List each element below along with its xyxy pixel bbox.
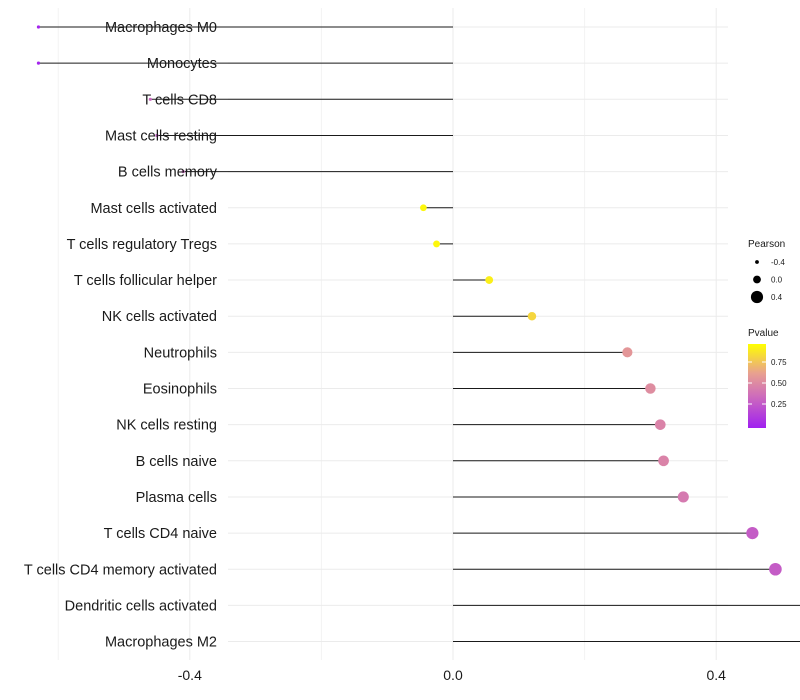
category-label: Mast cells activated bbox=[90, 201, 217, 217]
lollipop-point bbox=[622, 347, 633, 358]
legend-color-label: 0.50 bbox=[771, 379, 787, 388]
category-labels: Macrophages M0 Monocytes T cells CD8 Mast c… bbox=[24, 20, 218, 651]
lollipop-point bbox=[485, 276, 494, 284]
category-label: Neutrophils bbox=[144, 345, 217, 361]
category-label: T cells follicular helper bbox=[74, 273, 217, 289]
lollipop-point bbox=[36, 25, 41, 29]
legend-color-title: Pvalue bbox=[748, 328, 779, 339]
category-label: T cells regulatory Tregs bbox=[67, 237, 217, 253]
category-label: T cells CD8 bbox=[142, 92, 217, 108]
lollipop-point bbox=[433, 240, 441, 248]
legend-size-title: Pearson bbox=[748, 239, 785, 250]
category-label: NK cells resting bbox=[116, 418, 217, 434]
lollipop-sticks bbox=[38, 26, 800, 643]
x-tick-labels: -0.40.00.40.8 bbox=[178, 667, 726, 683]
lollipop-point bbox=[654, 419, 666, 430]
legend-color-ticks: 0.75 0.50 0.25 bbox=[748, 358, 787, 409]
lollipop-point bbox=[527, 311, 537, 321]
legend-size-key bbox=[755, 260, 759, 264]
legend-size-label: 0.0 bbox=[771, 276, 783, 285]
lollipop-point bbox=[155, 133, 159, 138]
category-label: Macrophages M2 bbox=[105, 635, 217, 651]
legend-size-key bbox=[753, 275, 761, 284]
category-label: Monocytes bbox=[147, 56, 217, 72]
category-label: B cells memory bbox=[118, 165, 218, 181]
category-label: Macrophages M0 bbox=[105, 20, 217, 36]
lollipop-point bbox=[181, 170, 185, 174]
category-label: Eosinophils bbox=[143, 382, 217, 398]
lollipop-points bbox=[36, 25, 782, 576]
legend-color-label: 0.25 bbox=[771, 400, 787, 409]
lollipop-point bbox=[148, 97, 152, 101]
x-tick-label: 0.0 bbox=[443, 667, 463, 683]
lollipop-point bbox=[769, 562, 782, 576]
legend-size-label: 0.4 bbox=[771, 293, 783, 302]
lollipop-point bbox=[36, 61, 41, 65]
lollipop-point bbox=[658, 455, 669, 467]
legend: Pearson -0.4 0.0 0.4 Pvalue 0.75 0.50 0.25 bbox=[748, 239, 787, 428]
lollipop-point bbox=[420, 204, 427, 212]
legend-colorbar bbox=[748, 344, 766, 428]
category-label: Plasma cells bbox=[136, 490, 217, 506]
category-label: T cells CD4 naive bbox=[104, 526, 217, 542]
x-tick-label: 0.4 bbox=[706, 667, 726, 683]
legend-size-keys: -0.4 0.0 0.4 bbox=[750, 258, 785, 304]
category-label: B cells naive bbox=[136, 454, 217, 470]
lollipop-point bbox=[645, 383, 656, 394]
category-label: Mast cells resting bbox=[105, 128, 217, 144]
legend-size-label: -0.4 bbox=[771, 258, 785, 267]
lollipop-point bbox=[746, 526, 759, 540]
category-label: T cells CD4 memory activated bbox=[24, 562, 217, 578]
x-tick-label: -0.4 bbox=[178, 667, 202, 683]
lollipop-point bbox=[677, 491, 689, 503]
category-label: Dendritic cells activated bbox=[65, 598, 217, 614]
category-label: NK cells activated bbox=[102, 309, 217, 325]
legend-size-key bbox=[750, 290, 764, 304]
legend-color-label: 0.75 bbox=[771, 358, 787, 367]
